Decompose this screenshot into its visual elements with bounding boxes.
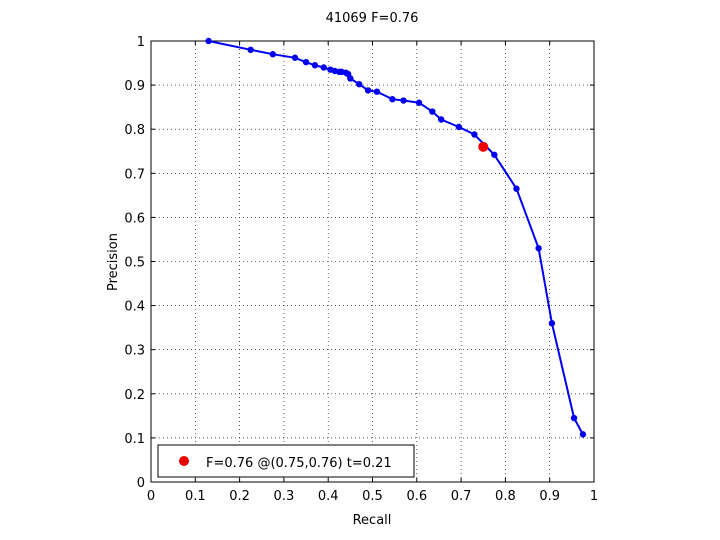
x-tick-label: 0.1	[185, 489, 206, 504]
data-point	[356, 81, 363, 88]
x-tick-label: 0.4	[318, 489, 339, 504]
x-tick-label: 0.7	[451, 489, 472, 504]
data-point	[570, 414, 578, 422]
data-point	[548, 320, 556, 327]
y-axis-label: Precision	[106, 233, 121, 291]
data-point	[320, 64, 327, 71]
data-point	[311, 62, 319, 69]
y-tick-label: 0.2	[124, 388, 145, 403]
legend-marker	[179, 456, 189, 466]
data-point	[415, 99, 423, 106]
data-point	[389, 96, 396, 103]
data-point	[291, 54, 299, 61]
data-point	[247, 46, 254, 54]
data-point	[373, 88, 381, 95]
data-point	[302, 58, 310, 66]
y-tick-label: 0.4	[124, 300, 145, 315]
data-point	[429, 108, 436, 115]
y-tick-label: 0.7	[124, 167, 145, 182]
y-tick-label: 0.3	[124, 344, 145, 359]
y-tick-label: 0.6	[124, 211, 145, 226]
data-point	[364, 87, 372, 94]
y-tick-label: 0.9	[124, 79, 145, 94]
data-point	[471, 131, 478, 138]
data-point	[347, 75, 354, 82]
data-point	[579, 431, 587, 438]
data-point	[491, 151, 498, 158]
y-tick-label: 0	[137, 476, 145, 491]
chart-title: 41069 F=0.76	[326, 11, 419, 26]
series-layer	[205, 37, 587, 438]
data-point	[455, 123, 463, 131]
x-tick-label: 0	[147, 489, 155, 504]
x-tick-label: 0.6	[406, 489, 427, 504]
data-point	[205, 37, 212, 45]
data-point	[400, 97, 407, 104]
x-tick-label: 0.5	[362, 489, 383, 504]
data-point	[535, 245, 542, 252]
axis-ticks: 0 0.1 0.2 0.3 0.4 0.5 0.6 0.7 0.8 0.9 1 0 0.1 0.2 0.3 0…	[124, 35, 598, 504]
data-point	[513, 185, 520, 192]
legend-label: F=0.76 @(0.75,0.76) t=0.21	[206, 456, 392, 471]
best-f-point	[478, 141, 489, 152]
legend-box	[157, 444, 415, 478]
x-tick-label: 0.8	[495, 489, 516, 504]
x-tick-label: 0.3	[274, 489, 295, 504]
y-tick-label: 0.5	[124, 256, 145, 271]
y-tick-label: 1	[137, 35, 145, 50]
x-tick-label: 0.9	[539, 489, 560, 504]
x-axis-label: Recall	[353, 513, 392, 528]
legend: F=0.76 @(0.75,0.76) t=0.21	[157, 444, 415, 478]
y-tick-label: 0.1	[124, 432, 145, 447]
x-tick-label: 1	[590, 489, 598, 504]
grid-lines	[151, 41, 594, 482]
data-point	[269, 51, 277, 58]
x-tick-label: 0.2	[229, 489, 250, 504]
data-point	[437, 116, 445, 123]
y-tick-label: 0.8	[124, 123, 145, 138]
